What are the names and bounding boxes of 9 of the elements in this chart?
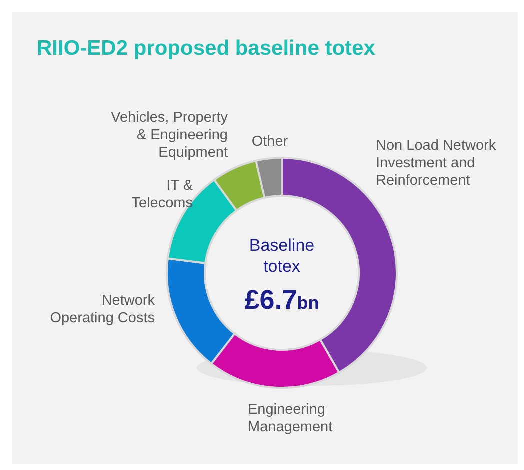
chart-title: RIIO-ED2 proposed baseline totex (37, 37, 376, 60)
slice-label: Engineering Management (248, 402, 333, 436)
slice-label: Other (252, 134, 288, 150)
slice-label: Vehicles, Property & Engineering Equipment (111, 110, 229, 161)
slice-label: Network Operating Costs (50, 293, 156, 326)
slice-label: IT & Telecoms (132, 178, 194, 212)
text: £6.7bn (244, 285, 320, 315)
text: Baseline totex (249, 236, 315, 276)
slice-label: Non Load Network Investment and Reinforcement (376, 138, 497, 189)
